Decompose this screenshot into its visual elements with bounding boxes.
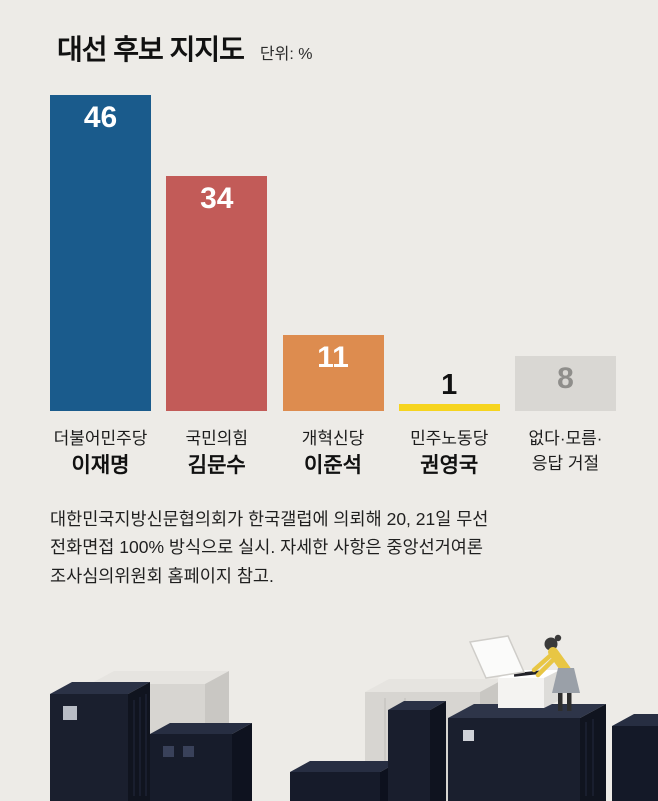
- bar-chart: 46 더불어민주당 이재명 34 국민의힘 김문수 11 개혁신당 이준석 1 …: [50, 95, 616, 479]
- city-illustration: [50, 634, 658, 801]
- unit-label: 단위: %: [259, 46, 313, 63]
- dark-building: [50, 682, 150, 801]
- dark-building: [448, 704, 606, 801]
- candidate-label: 응답 거절: [531, 454, 600, 473]
- candidate-label: 김문수: [187, 454, 246, 477]
- dark-building: [150, 723, 252, 801]
- bar-value: 11: [317, 341, 349, 374]
- footnote-line: 대한민국지방신문협의회가 한국갤럽에 의뢰해 20, 21일 무선: [50, 509, 489, 529]
- footnote-line: 조사심의위원회 홈페이지 참고.: [50, 565, 274, 586]
- bar-value: 8: [557, 362, 574, 395]
- bar: 34: [166, 176, 268, 411]
- ballot-paper-icon: [468, 635, 526, 679]
- bar: 46: [50, 95, 151, 412]
- bar-column: 34 국민의힘 김문수: [166, 95, 268, 479]
- candidate-label: 권영국: [420, 454, 479, 477]
- bar: [398, 404, 500, 411]
- chart-title: 대선 후보 지지도: [57, 34, 245, 65]
- candidate-label: 이준석: [304, 454, 362, 477]
- footnote: 대한민국지방신문협의회가 한국갤럽에 의뢰해 20, 21일 무선 전화면접 1…: [50, 505, 625, 590]
- candidate-label: 이재명: [71, 454, 130, 477]
- bar-column: 8 없다·모름· 응답 거절: [515, 95, 616, 479]
- bar-column: 11 개혁신당 이준석: [282, 95, 384, 479]
- bar-value: 1: [441, 369, 458, 401]
- bar-value: 46: [83, 101, 118, 134]
- bar-column: 1 민주노동당 권영국: [398, 95, 500, 479]
- bar: 8: [515, 356, 616, 411]
- footnote-line: 전화면접 100% 방식으로 실시. 자세한 사항은 중앙선거여론: [50, 537, 483, 558]
- party-label: 민주노동당: [410, 428, 489, 448]
- dark-building: [388, 701, 446, 801]
- bar-column: 46 더불어민주당 이재명: [50, 95, 151, 479]
- chart-header: 대선 후보 지지도 단위: %: [57, 28, 312, 68]
- dark-building: [612, 714, 658, 801]
- dark-building: [290, 761, 400, 801]
- party-label: 개혁신당: [301, 428, 365, 448]
- party-label: 국민의힘: [185, 428, 249, 448]
- party-label: 없다·모름·: [528, 428, 603, 448]
- ballot-box-icon: [498, 670, 560, 708]
- bar-value: 34: [200, 182, 234, 215]
- party-label: 더불어민주당: [53, 428, 148, 448]
- bar: 11: [282, 335, 384, 411]
- person-icon: [531, 634, 580, 711]
